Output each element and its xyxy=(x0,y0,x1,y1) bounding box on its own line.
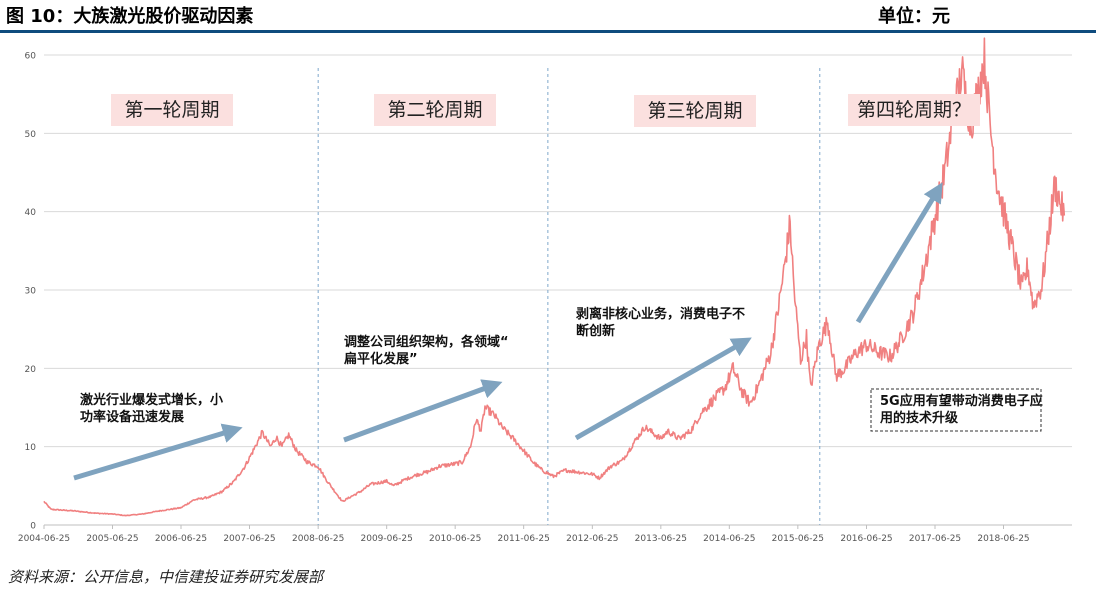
trend-arrow xyxy=(574,337,752,441)
cycle-label: 第二轮周期 xyxy=(387,99,482,121)
x-tick-label: 2004-06-25 xyxy=(18,534,70,544)
annotation-text: 5G应用有望带动消费电子应用的技术升级 xyxy=(879,393,1043,426)
x-tick-label: 2014-06-25 xyxy=(703,534,755,544)
y-tick-label: 30 xyxy=(25,287,37,297)
x-tick-label: 2017-06-25 xyxy=(909,534,961,544)
y-tick-label: 20 xyxy=(25,365,37,375)
title-rule xyxy=(0,30,1096,33)
trend-arrow xyxy=(73,423,243,481)
x-tick-label: 2018-06-25 xyxy=(977,534,1029,544)
cycle-label-box xyxy=(634,95,756,127)
trend-arrow xyxy=(855,182,943,324)
y-tick-label: 60 xyxy=(25,52,37,62)
x-tick-label: 2011-06-25 xyxy=(498,534,550,544)
trend-arrow xyxy=(343,379,503,443)
x-tick-label: 2010-06-25 xyxy=(429,534,481,544)
x-tick-label: 2005-06-25 xyxy=(86,534,138,544)
x-tick-label: 2016-06-25 xyxy=(840,534,892,544)
annotation-text: 剥离非核心业务，消费电子不断创新 xyxy=(576,306,745,339)
cycle-label-box xyxy=(848,94,980,126)
cycle-label-box xyxy=(111,94,233,126)
x-tick-label: 2015-06-25 xyxy=(772,534,824,544)
source-note: 资料来源：公开信息，中信建投证券研究发展部 xyxy=(8,568,324,586)
y-tick-label: 40 xyxy=(25,208,37,218)
cycle-label: 第三轮周期 xyxy=(647,100,742,122)
x-tick-label: 2006-06-25 xyxy=(155,534,207,544)
annotation-text: 激光行业爆发式增长，小功率设备迅速发展 xyxy=(80,392,223,425)
x-tick-label: 2008-06-25 xyxy=(292,534,344,544)
annotation-frame xyxy=(870,388,1042,432)
cycle-label: 第一轮周期 xyxy=(124,99,219,121)
x-tick-label: 2013-06-25 xyxy=(635,534,687,544)
cycle-label-box xyxy=(374,94,496,126)
unit-label: 单位：元 xyxy=(878,6,950,27)
x-tick-label: 2012-06-25 xyxy=(566,534,618,544)
annotation-text: 调整公司组织架构，各领域“扁平化发展” xyxy=(344,334,509,367)
y-tick-label: 0 xyxy=(30,522,36,532)
x-tick-label: 2007-06-25 xyxy=(223,534,275,544)
price-series-line xyxy=(43,37,1066,517)
figure-title: 图 10：大族激光股价驱动因素 xyxy=(6,6,254,27)
y-tick-label: 50 xyxy=(25,130,37,140)
cycle-label: 第四轮周期？ xyxy=(857,99,971,121)
x-tick-label: 2009-06-25 xyxy=(361,534,413,544)
y-tick-label: 10 xyxy=(25,443,37,453)
